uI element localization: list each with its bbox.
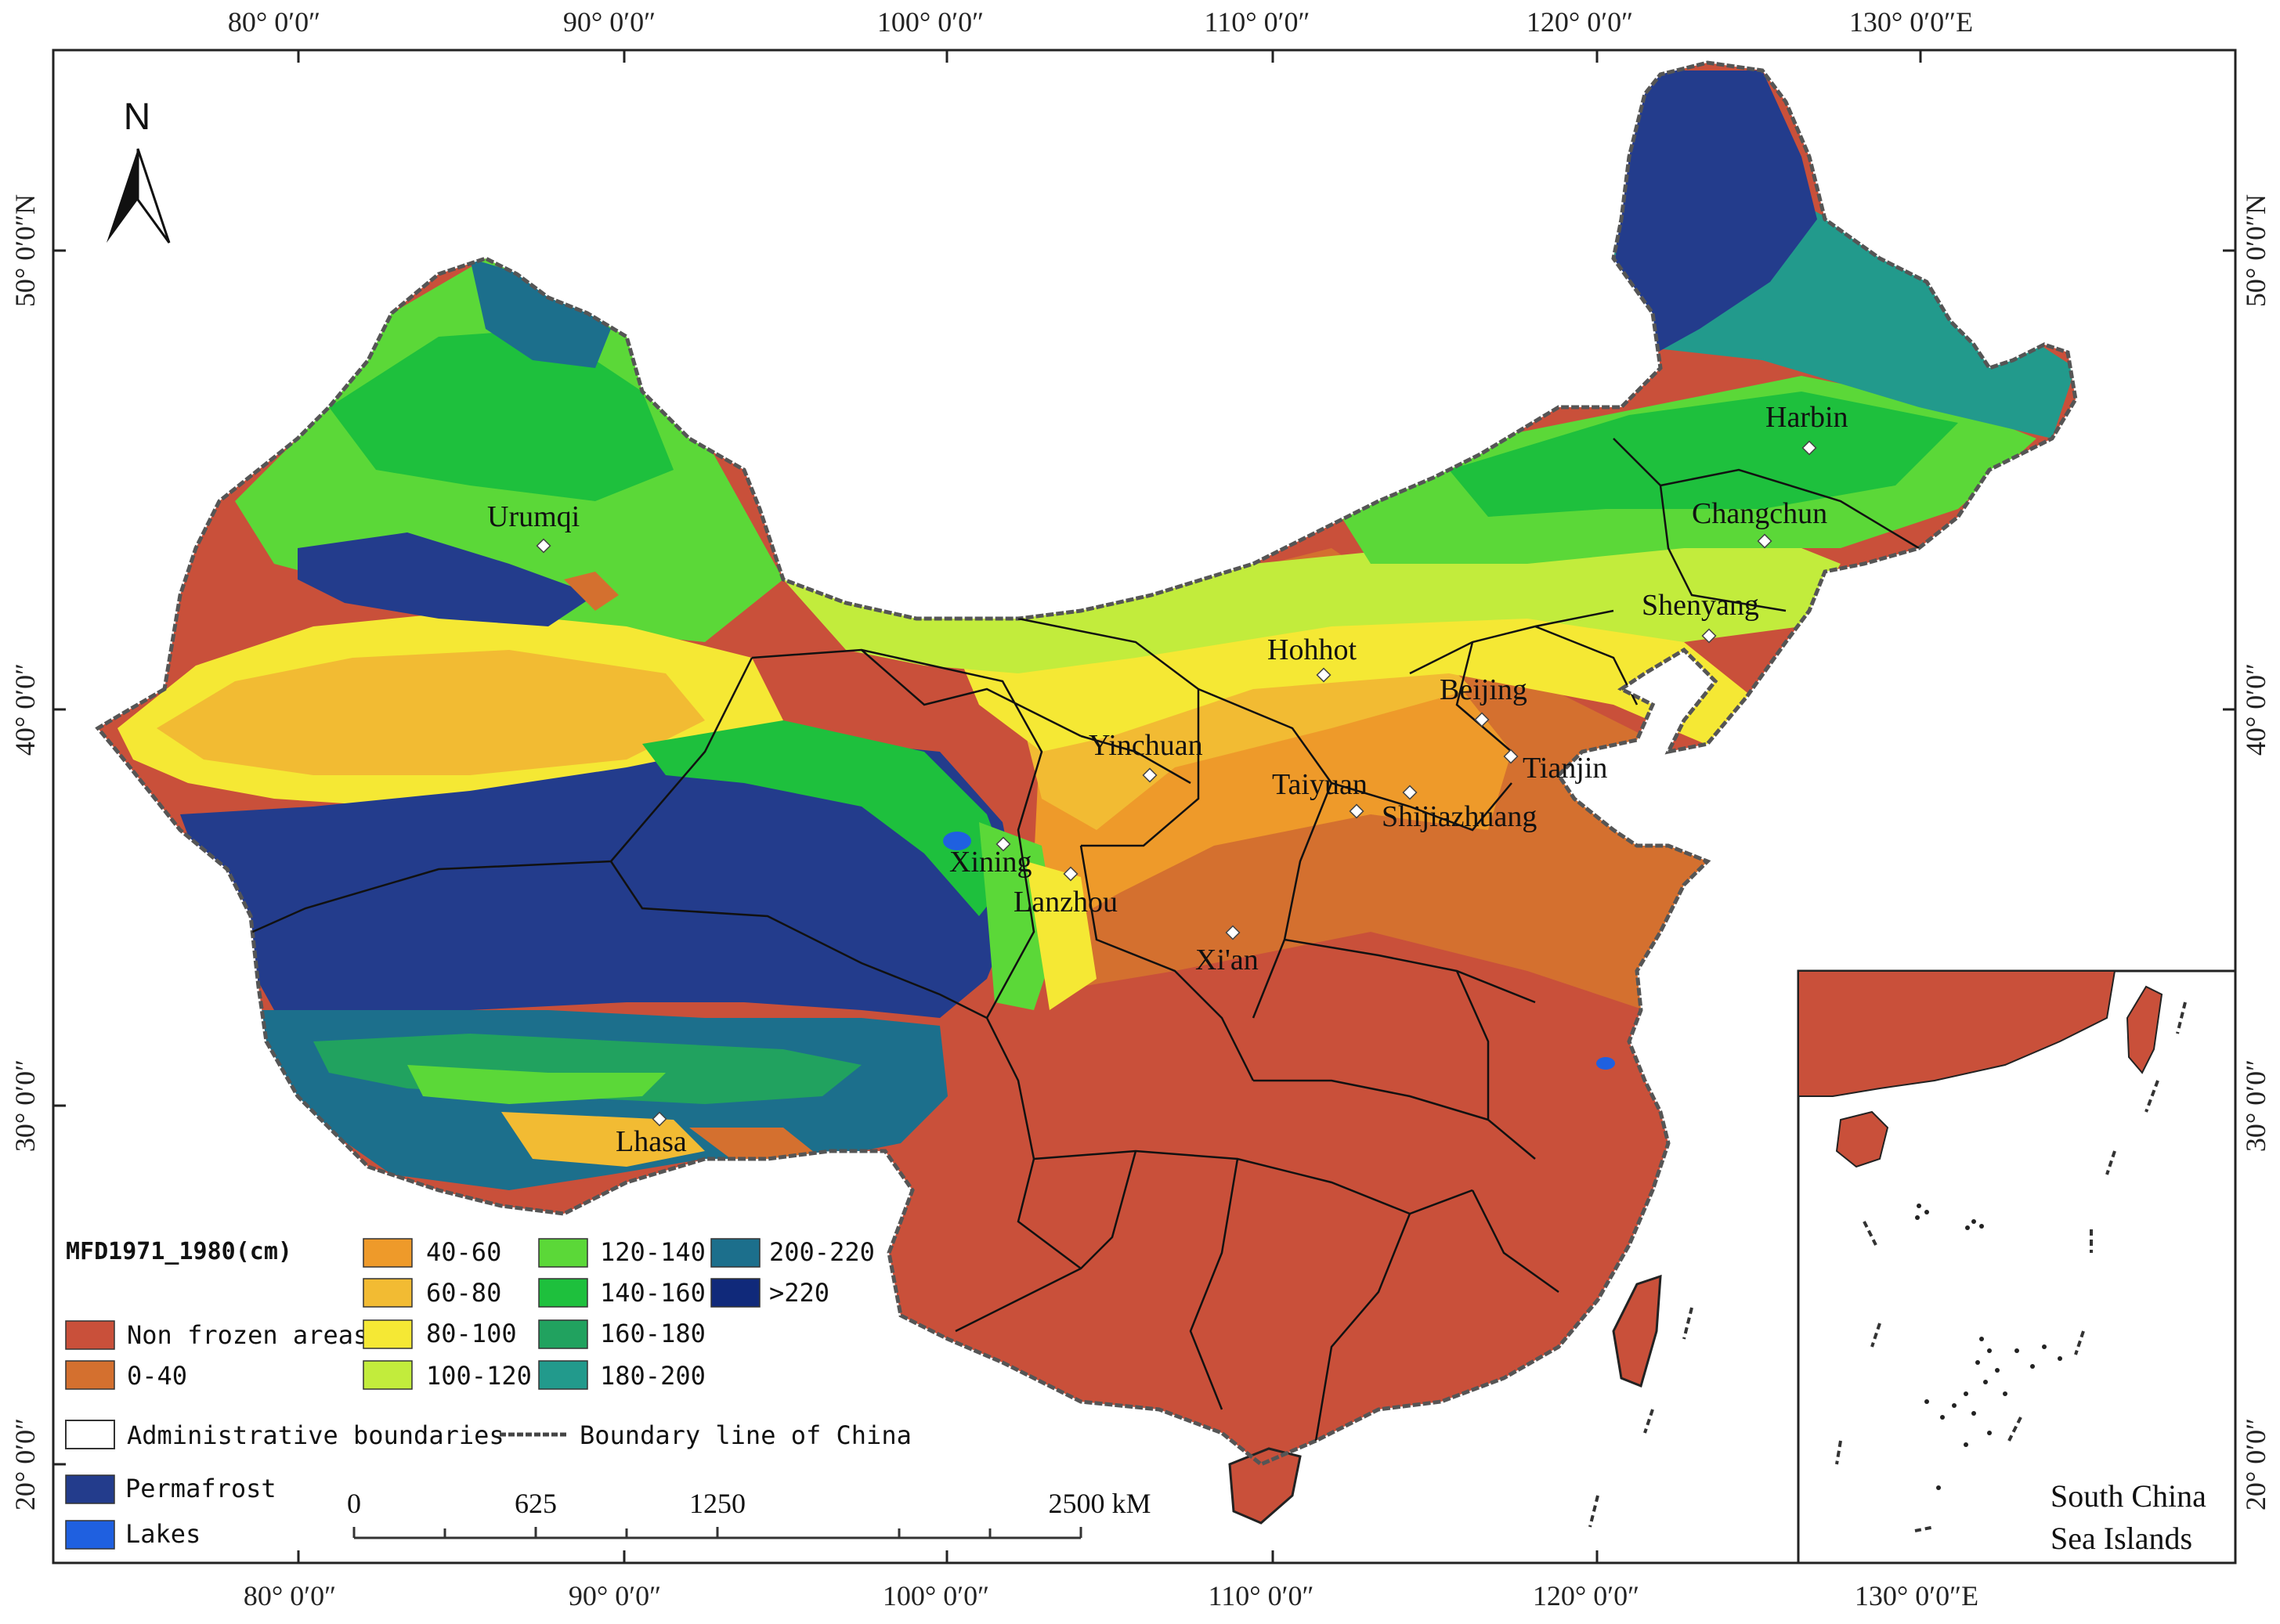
city-label-changchun: Changchun xyxy=(1692,497,1827,530)
city-labels: Urumqi Harbin Changchun Shenyang Hohhot … xyxy=(487,401,1848,1158)
legend-swatch-permafrost xyxy=(65,1474,115,1504)
legend: MFD1971_1980(cm) Non frozen areas 0-40 4… xyxy=(65,1237,912,1550)
right-axis-label: 40° 0′0″ xyxy=(2240,663,2271,756)
scale-bar: 0 625 1250 2500 kM xyxy=(347,1488,1151,1539)
city-markers xyxy=(536,440,1817,1127)
legend-swatch-100-120 xyxy=(363,1360,413,1390)
bottom-axis-label: 80° 0′0″ xyxy=(244,1580,336,1611)
legend-swatch-80-100 xyxy=(363,1319,413,1349)
top-axis-label: 110° 0′0″ xyxy=(1205,6,1310,38)
city-label-yinchuan: Yinchuan xyxy=(1089,729,1203,762)
legend-label: 160-180 xyxy=(600,1319,706,1348)
legend-label: 100-120 xyxy=(426,1361,532,1391)
top-axis-label: 80° 0′0″ xyxy=(228,6,320,38)
legend-label: >220 xyxy=(769,1278,829,1308)
scale-label: 0 xyxy=(347,1488,361,1519)
right-axis-label: 30° 0′0″ xyxy=(2240,1059,2271,1152)
bottom-axis-label: 120° 0′0″ xyxy=(1533,1580,1639,1611)
south-china-sea-inset: South China Sea Islands xyxy=(1797,969,2237,1564)
legend-label: 140-160 xyxy=(600,1278,706,1308)
city-label-harbin: Harbin xyxy=(1765,401,1848,434)
city-label-lanzhou: Lanzhou xyxy=(1014,886,1118,918)
legend-swatch-0-40 xyxy=(65,1360,115,1390)
left-axis-labels: 50° 0′0″N 40° 0′0″ 30° 0′0″ 20° 0′0″ xyxy=(9,194,41,1510)
north-arrow-icon: N xyxy=(107,96,171,244)
legend-label: 200-220 xyxy=(769,1237,875,1267)
top-axis-label: 120° 0′0″ xyxy=(1527,6,1633,38)
legend-label: 60-80 xyxy=(426,1278,501,1308)
bottom-axis-label: 100° 0′0″ xyxy=(883,1580,989,1611)
city-label-xian: Xi'an xyxy=(1195,944,1259,976)
legend-swatch-40-60 xyxy=(363,1238,413,1268)
right-axis-label: 50° 0′0″N xyxy=(2240,194,2271,307)
bottom-axis-label: 130° 0′0″E xyxy=(1855,1580,1978,1611)
legend-swatch-160-180 xyxy=(538,1319,588,1349)
city-label-xining: Xining xyxy=(949,846,1032,879)
svg-text:N: N xyxy=(124,96,151,138)
left-axis-label: 30° 0′0″ xyxy=(9,1059,41,1152)
legend-label: 80-100 xyxy=(426,1319,517,1348)
top-axis-label: 100° 0′0″ xyxy=(877,6,984,38)
legend-label: Non frozen areas xyxy=(127,1320,368,1350)
inset-label-line2: Sea Islands xyxy=(2051,1521,2192,1556)
right-axis-label: 20° 0′0″ xyxy=(2240,1418,2271,1510)
city-label-lhasa: Lhasa xyxy=(616,1125,687,1158)
city-label-shijiazhuang: Shijiazhuang xyxy=(1382,800,1537,833)
left-axis-label: 20° 0′0″ xyxy=(9,1418,41,1510)
legend-swatch-60-80 xyxy=(363,1278,413,1308)
taiwan-island xyxy=(1612,1274,1662,1388)
scale-label: 2500 kM xyxy=(1048,1488,1151,1519)
top-axis-labels: 80° 0′0″ 90° 0′0″ 100° 0′0″ 110° 0′0″ 12… xyxy=(228,6,1973,38)
scale-label: 625 xyxy=(515,1488,557,1519)
right-axis-labels: 50° 0′0″N 40° 0′0″ 30° 0′0″ 20° 0′0″ xyxy=(2240,194,2271,1510)
legend-label-lakes: Lakes xyxy=(125,1519,201,1549)
left-axis-label: 50° 0′0″N xyxy=(9,194,41,307)
hainan-island xyxy=(1228,1447,1302,1525)
bottom-axis-labels: 80° 0′0″ 90° 0′0″ 100° 0′0″ 110° 0′0″ 12… xyxy=(244,1580,1978,1611)
bottom-axis-label: 110° 0′0″ xyxy=(1209,1580,1314,1611)
city-label-tianjin: Tianjin xyxy=(1523,752,1607,785)
left-axis-label: 40° 0′0″ xyxy=(9,663,41,756)
legend-title: MFD1971_1980(cm) xyxy=(66,1238,292,1265)
top-axis-label: 130° 0′0″E xyxy=(1849,6,1973,38)
city-label-beijing: Beijing xyxy=(1440,673,1527,706)
inset-label-line1: South China xyxy=(2051,1478,2206,1514)
legend-swatch-gt-220 xyxy=(710,1278,761,1308)
legend-label: 120-140 xyxy=(600,1237,706,1267)
legend-swatch-non-frozen xyxy=(65,1320,115,1350)
legend-label-permafrost: Permafrost xyxy=(125,1474,276,1503)
top-axis-label: 90° 0′0″ xyxy=(563,6,656,38)
bottom-axis-label: 90° 0′0″ xyxy=(569,1580,661,1611)
legend-swatch-admin-boundaries xyxy=(65,1420,115,1449)
legend-swatch-180-200 xyxy=(538,1360,588,1390)
city-label-urumqi: Urumqi xyxy=(487,500,580,533)
legend-label: 0-40 xyxy=(127,1361,187,1391)
legend-label: 180-200 xyxy=(600,1361,706,1391)
legend-label-china-boundary: Boundary line of China xyxy=(580,1420,912,1450)
legend-label: 40-60 xyxy=(426,1237,501,1267)
city-label-shenyang: Shenyang xyxy=(1642,589,1759,622)
administrative-boundaries xyxy=(234,438,1920,1442)
legend-swatch-lakes xyxy=(65,1520,115,1550)
city-label-hohhot: Hohhot xyxy=(1267,633,1357,666)
china-boundary-line xyxy=(95,60,2078,1467)
legend-swatch-200-220 xyxy=(710,1238,761,1268)
legend-label-admin-boundaries: Administrative boundaries xyxy=(127,1420,504,1450)
legend-swatch-140-160 xyxy=(538,1278,588,1308)
city-label-taiyuan: Taiyuan xyxy=(1272,768,1368,801)
legend-swatch-120-140 xyxy=(538,1238,588,1268)
scale-label: 1250 xyxy=(689,1488,746,1519)
